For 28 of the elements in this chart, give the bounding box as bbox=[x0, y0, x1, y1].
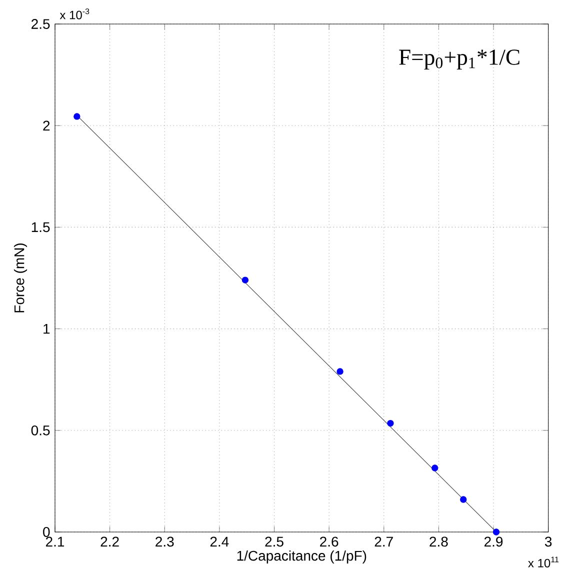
y-tick-label: 0 bbox=[43, 527, 50, 537]
x-tick-label: 2.7 bbox=[374, 536, 393, 546]
point bbox=[74, 113, 80, 120]
annotation: F=p$_{0}$+p$_{1}$*1/C bbox=[399, 50, 520, 70]
x-tick-label: 2.6 bbox=[320, 536, 338, 547]
text: x 10$^{11}$ bbox=[528, 556, 559, 568]
x-tick-label: 2.8 bbox=[430, 536, 448, 547]
x-tick-label: 2.3 bbox=[156, 536, 174, 547]
point bbox=[492, 528, 500, 536]
x-tick-label: 2.9 bbox=[484, 536, 503, 547]
y-tick-label: 0.5 bbox=[31, 425, 50, 436]
point bbox=[460, 496, 467, 503]
x-tick-label: 2.1 bbox=[46, 536, 64, 546]
text: x 10$^{-3}$ bbox=[60, 8, 90, 20]
point bbox=[336, 368, 344, 375]
x-tick-label: 2.2 bbox=[100, 536, 119, 546]
point bbox=[242, 276, 249, 284]
y-axis-title: Force (mN) bbox=[14, 244, 28, 312]
x-tick-label: 3 bbox=[544, 536, 552, 547]
y-tick-label: 2.5 bbox=[32, 19, 50, 29]
x-tick-label: 2.4 bbox=[210, 536, 229, 546]
y-tick-label: 1 bbox=[44, 324, 50, 334]
x-axis-title: 1/Capacitance (1/pF) bbox=[237, 550, 366, 564]
y-tick-label: 2 bbox=[43, 120, 50, 130]
x-tick-label: 2.5 bbox=[265, 536, 284, 547]
point bbox=[432, 464, 438, 472]
point bbox=[387, 420, 394, 427]
y-tick-label: 1.5 bbox=[32, 222, 50, 232]
